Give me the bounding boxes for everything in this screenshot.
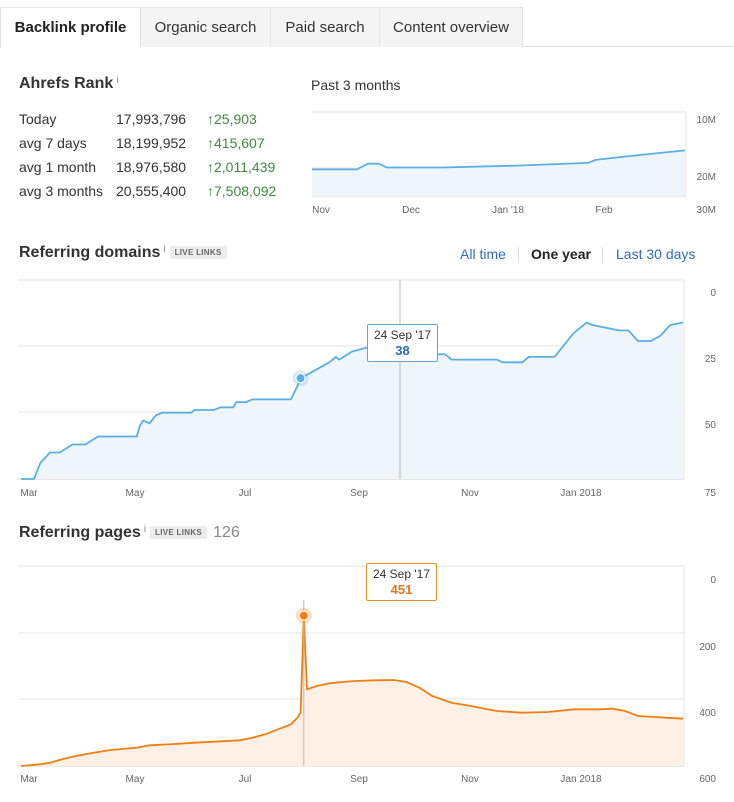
rank-label: avg 3 months: [19, 183, 104, 199]
rank-label: Today: [19, 111, 57, 127]
live-links-badge: LIVE LINKS: [169, 246, 227, 260]
series-area: [21, 615, 683, 766]
hover-point: [298, 610, 309, 621]
rank-value: 20,555,400: [116, 183, 187, 199]
tab-organic-search[interactable]: Organic search: [140, 7, 271, 47]
range-all-time[interactable]: All time: [460, 246, 506, 262]
rank-change: ↑7,508,092: [207, 183, 277, 199]
info-icon[interactable]: i: [116, 75, 119, 86]
tooltip-value: 38: [395, 343, 410, 358]
rank-value: 18,199,952: [116, 135, 187, 151]
referring-domains-title: Referring domains i LIVE LINKS: [19, 244, 227, 262]
y-tick-label: 20M: [697, 172, 716, 183]
x-tick-label: Mar: [20, 774, 38, 785]
y-tick-label: 0: [710, 575, 716, 586]
series-line: [21, 321, 684, 480]
y-tick-label: 200: [699, 642, 716, 653]
tab-paid-search[interactable]: Paid search: [270, 7, 380, 47]
y-tick-label: 600: [699, 774, 716, 785]
x-tick-label: Nov: [312, 205, 330, 216]
referring-domains-tooltip: 24 Sep '17 38: [367, 324, 439, 362]
rank-label: avg 7 days: [19, 135, 87, 151]
series-area: [21, 322, 683, 479]
y-tick-label: 10M: [697, 115, 716, 126]
range-divider: [518, 247, 519, 263]
referring-domains-chart[interactable]: Mar May Jul Sep Nov Jan 2018 0 25 50 75: [0, 0, 734, 510]
y-tick-label: 50: [705, 420, 717, 431]
y-tick-label: 75: [705, 488, 717, 499]
y-tick-label: 400: [699, 708, 716, 719]
referring-pages-title-text: Referring pages: [19, 524, 141, 541]
tab-bar: Backlink profile Organic search Paid sea…: [0, 7, 734, 48]
x-tick-label: Jul: [239, 774, 252, 785]
referring-pages-tooltip: 24 Sep '17 451: [366, 563, 438, 601]
x-tick-label: Sep: [350, 774, 368, 785]
x-tick-label: Jul: [239, 488, 252, 499]
y-tick-label: 0: [710, 288, 716, 299]
x-tick-label: Nov: [461, 774, 479, 785]
tab-backlink-profile[interactable]: Backlink profile: [0, 7, 141, 48]
info-icon[interactable]: i: [143, 524, 147, 535]
x-tick-label: Feb: [595, 205, 613, 216]
x-tick-label: Nov: [461, 488, 479, 499]
past-3-months-label: Past 3 months: [311, 77, 401, 93]
tooltip-date: 24 Sep '17: [374, 328, 432, 342]
live-links-badge: LIVE LINKS: [150, 526, 208, 540]
referring-domains-title-text: Referring domains: [19, 244, 161, 261]
tab-content-overview[interactable]: Content overview: [379, 7, 523, 47]
x-tick-label: Jan '18: [492, 205, 524, 216]
tooltip-value: 451: [390, 582, 413, 597]
ahrefs-rank-chart[interactable]: Nov Dec Jan '18 Feb 10M 20M 30M: [0, 0, 734, 230]
x-tick-label: May: [126, 488, 145, 499]
rank-label: avg 1 month: [19, 159, 97, 175]
x-tick-label: Jan 2018: [560, 488, 602, 499]
rank-value: 17,993,796: [116, 111, 187, 127]
rank-row-3months: avg 3 months 20,555,400 ↑7,508,092: [19, 183, 309, 207]
series-line: [20, 615, 684, 767]
rank-value: 18,976,580: [116, 159, 187, 175]
rank-row-today: Today 17,993,796 ↑25,903: [19, 111, 309, 135]
y-tick-label: 30M: [697, 205, 716, 216]
range-last-30-days[interactable]: Last 30 days: [616, 246, 696, 262]
series-line: [312, 149, 686, 171]
info-icon[interactable]: i: [163, 244, 166, 255]
rank-row-1month: avg 1 month 18,976,580 ↑2,011,439: [19, 159, 309, 183]
range-divider: [602, 247, 603, 263]
x-tick-label: May: [126, 774, 145, 785]
x-tick-label: Jan 2018: [560, 774, 602, 785]
rank-row-7days: avg 7 days 18,199,952 ↑415,607: [19, 135, 309, 159]
x-tick-label: Sep: [350, 488, 368, 499]
ahrefs-rank-title-text: Ahrefs Rank: [19, 75, 114, 92]
range-one-year[interactable]: One year: [531, 246, 591, 262]
hover-point: [295, 373, 306, 384]
ahrefs-rank-title: Ahrefs Rank i: [19, 75, 118, 93]
rank-change: ↑2,011,439: [207, 159, 276, 175]
rank-change: ↑415,607: [207, 135, 265, 151]
referring-pages-title: Referring pages i LIVE LINKS 126: [19, 524, 240, 542]
x-tick-label: Dec: [402, 205, 420, 216]
x-tick-label: Mar: [20, 488, 38, 499]
tooltip-date: 24 Sep '17: [373, 567, 431, 581]
y-tick-label: 25: [705, 354, 717, 365]
referring-pages-count: 126: [213, 524, 240, 541]
rank-change: ↑25,903: [207, 111, 257, 127]
